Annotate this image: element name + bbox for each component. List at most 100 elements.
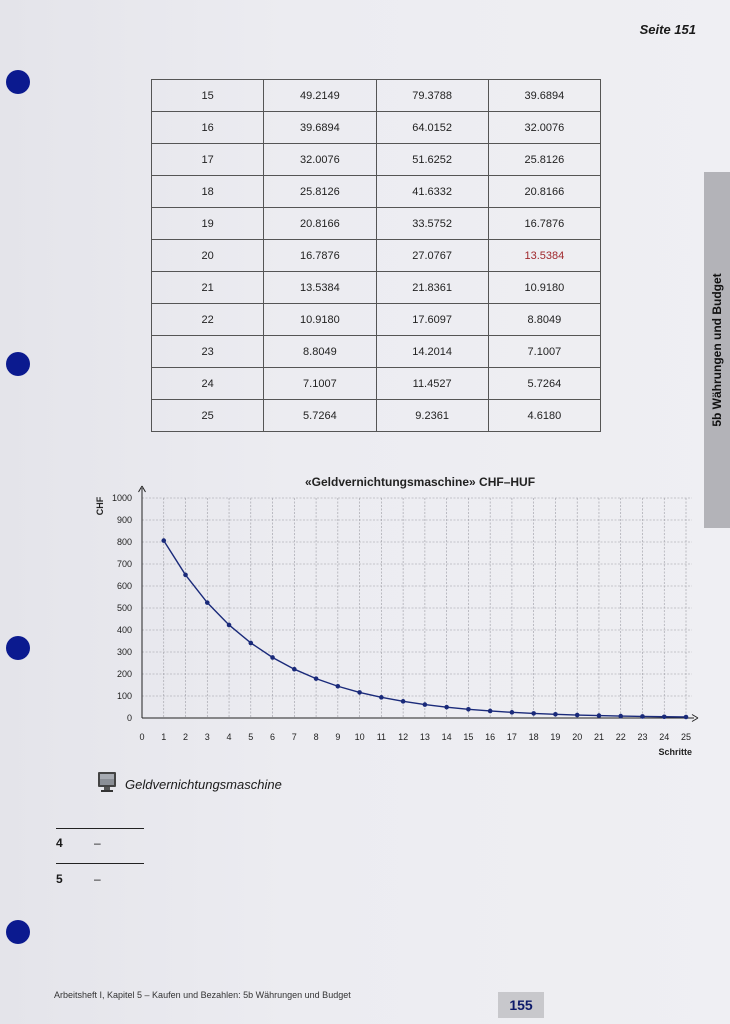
x-tick-label: 11 <box>377 732 386 742</box>
task-number: 5 <box>56 872 63 886</box>
data-point <box>357 690 362 695</box>
x-tick-label: 12 <box>398 732 408 742</box>
table-cell: 21.8361 <box>375 271 489 304</box>
table-cell: 23 <box>150 335 265 368</box>
data-point <box>618 713 624 719</box>
task-number: 4 <box>56 836 63 850</box>
table-cell: 16.7876 <box>487 207 602 240</box>
table-row: 25 5.7264 9.2361 4.6180 <box>150 399 602 432</box>
table-cell: 39.6894 <box>487 79 602 112</box>
x-tick-label: 25 <box>681 732 691 742</box>
data-point <box>596 713 602 718</box>
data-point <box>553 712 558 717</box>
y-tick-label: 200 <box>117 669 132 679</box>
line-chart: 0 1 2 3 4 5 6 7 8 9 10 11 12 13 14 15 16 17 18 19 20 21 22 23 24… <box>95 485 699 757</box>
data-point <box>248 640 254 646</box>
divider <box>56 828 144 829</box>
data-point <box>640 714 645 719</box>
y-tick-label: 500 <box>117 603 132 613</box>
y-tick-label: 800 <box>117 537 132 547</box>
x-tick-label: 20 <box>572 732 582 742</box>
table-row: 15 49.2149 79.3788 39.6894 <box>150 79 602 112</box>
data-point <box>422 702 428 707</box>
binder-hole <box>6 70 30 94</box>
table-row: 17 32.0076 51.6252 25.8126 <box>150 143 602 176</box>
table-cell: 13.5384 <box>487 239 602 272</box>
page-number: 155 <box>498 992 544 1018</box>
table-row: 24 7.1007 11.4527 5.7264 <box>150 367 602 400</box>
x-tick-label: 18 <box>529 732 539 742</box>
chart-title: «Geldvernichtungsmaschine» CHF–HUF <box>304 475 536 489</box>
task-item: 5 – <box>56 872 101 886</box>
table-cell: 16.7876 <box>263 239 377 272</box>
task-text: – <box>94 872 101 886</box>
data-point <box>161 538 167 543</box>
table-cell: 8.8049 <box>263 335 377 368</box>
table-cell: 11.4527 <box>375 367 489 400</box>
table-cell: 79.3788 <box>375 79 489 112</box>
table-cell: 4.6180 <box>487 399 602 432</box>
x-tick-label: 23 <box>637 732 647 742</box>
x-tick-label: 0 <box>139 732 144 742</box>
data-point <box>335 683 341 689</box>
divider <box>56 863 144 864</box>
y-tick-label: 700 <box>117 559 132 569</box>
table-cell: 19 <box>150 207 265 240</box>
data-point <box>574 712 580 718</box>
x-tick-label: 3 <box>205 732 210 742</box>
binder-hole <box>6 352 30 376</box>
data-point <box>379 695 384 700</box>
values-table: 15 49.2149 79.3788 39.6894 16 39.6894 64.0152 3… <box>150 79 602 432</box>
x-axis-label: Schritte <box>658 747 692 757</box>
computer-monitor-icon <box>98 772 116 792</box>
data-point <box>466 706 471 712</box>
data-point <box>487 708 493 714</box>
tool-link[interactable]: Geldvernichtungsmaschine <box>95 770 282 794</box>
task-text: – <box>94 836 101 850</box>
data-point <box>400 699 406 704</box>
table-cell: 16 <box>150 111 265 144</box>
y-tick-label: 0 <box>127 713 132 723</box>
table-cell: 5.7264 <box>263 399 377 432</box>
table-row: 23 8.8049 14.2014 7.1007 <box>150 335 602 368</box>
chapter-side-tab: 5b Währungen und Budget <box>704 172 730 528</box>
table-cell: 9.2361 <box>375 399 489 432</box>
y-tick-label: 100 <box>117 691 132 701</box>
tool-link-label: Geldvernichtungsmaschine <box>125 777 282 792</box>
data-point <box>292 666 297 672</box>
table-cell: 24 <box>150 367 265 400</box>
data-point <box>661 714 667 720</box>
page-label: Seite 151 <box>639 22 696 37</box>
x-tick-label: 9 <box>335 732 340 742</box>
y-axis-label: CHF <box>95 496 105 515</box>
x-tick-label: 1 <box>161 732 166 742</box>
data-point <box>226 622 232 628</box>
table-cell: 21 <box>150 271 265 304</box>
x-tick-label: 4 <box>227 732 232 742</box>
table-cell: 10.9180 <box>487 271 602 304</box>
x-tick-label: 5 <box>248 732 253 742</box>
y-tick-label: 900 <box>117 515 132 525</box>
x-tick-label: 21 <box>594 732 604 742</box>
binder-hole <box>6 636 30 660</box>
binder-hole <box>6 920 30 944</box>
task-item: 4 – <box>56 836 101 850</box>
data-point <box>509 710 515 715</box>
x-tick-label: 8 <box>314 732 319 742</box>
x-tick-label: 22 <box>616 732 626 742</box>
table-cell: 7.1007 <box>263 367 377 400</box>
table-cell: 25.8126 <box>487 143 602 176</box>
data-point <box>270 655 275 660</box>
x-tick-label: 19 <box>550 732 560 742</box>
table-cell: 51.6252 <box>375 143 489 176</box>
table-cell: 20.8166 <box>487 175 602 208</box>
data-point <box>444 704 449 710</box>
y-tick-label: 1000 <box>112 493 132 503</box>
y-tick-label: 600 <box>117 581 132 591</box>
y-tick-label: 300 <box>117 647 132 657</box>
table-cell: 22 <box>150 303 265 336</box>
x-tick-label: 16 <box>485 732 495 742</box>
x-tick-label: 17 <box>507 732 517 742</box>
data-point <box>183 572 188 578</box>
